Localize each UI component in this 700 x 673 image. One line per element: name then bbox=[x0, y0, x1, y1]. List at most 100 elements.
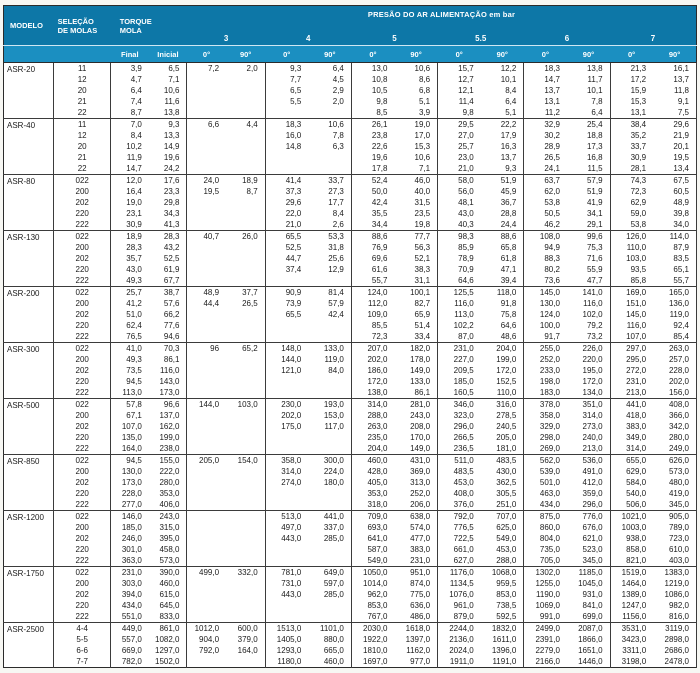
torque-final-cell: 57,8 bbox=[110, 398, 149, 410]
value-cell: 951,0 bbox=[394, 566, 439, 578]
value-cell: 9,8 bbox=[351, 96, 395, 107]
value-cell: 121,0 bbox=[265, 365, 309, 376]
value-cell: 369,0 bbox=[394, 466, 439, 477]
value-cell: 379,0 bbox=[226, 634, 266, 645]
value-cell bbox=[186, 264, 227, 275]
torque-inicial-cell: 395,0 bbox=[148, 533, 188, 544]
value-cell: 305,5 bbox=[480, 488, 525, 499]
value-cell: 296,0 bbox=[566, 499, 611, 511]
value-cell: 73,2 bbox=[566, 331, 611, 343]
torque-inicial-cell: 315,0 bbox=[148, 522, 188, 533]
value-cell: 269,0 bbox=[523, 443, 567, 455]
spring-cell: 20 bbox=[53, 141, 112, 152]
value-cell bbox=[265, 499, 309, 511]
table-row: 21 7,4 11,6 5,5 2,0 9,8 5,1 11,4 6,4 13,1 7,8 15,3 9… bbox=[4, 96, 698, 107]
torque-inicial-cell: 238,0 bbox=[148, 443, 188, 455]
torque-inicial-cell: 67,7 bbox=[148, 275, 188, 287]
torque-inicial-cell: 19,6 bbox=[148, 152, 188, 163]
value-cell: 110,0 bbox=[610, 242, 654, 253]
value-cell bbox=[226, 96, 266, 107]
value-cell bbox=[308, 376, 352, 387]
value-cell: 62,0 bbox=[523, 186, 567, 197]
value-cell: 3531,0 bbox=[610, 622, 654, 634]
header-torque-mola: TORQUE MOLA bbox=[110, 5, 187, 46]
value-cell: 5,1 bbox=[394, 96, 439, 107]
header-row-sub: Final Inicial 0° 90° 0° 90° 0° 90° 0° 90… bbox=[3, 45, 697, 63]
value-cell: 14,7 bbox=[523, 74, 567, 85]
value-cell: 252,0 bbox=[523, 354, 567, 365]
value-cell: 133,0 bbox=[394, 376, 439, 387]
value-cell: 6,4 bbox=[308, 62, 352, 74]
value-cell: 263,0 bbox=[351, 421, 395, 432]
table-row: 220 301,0 458,0 587,0 383,0 661,0 453,0 735,0 52… bbox=[4, 544, 698, 555]
torque-inicial-cell: 29,8 bbox=[148, 197, 188, 208]
value-cell: 2279,0 bbox=[523, 645, 567, 656]
table-row: 220 23,1 34,3 22,0 8,4 35,5 23,5 43,0 28,8 50,5 34… bbox=[4, 208, 698, 219]
value-cell: 434,0 bbox=[523, 499, 567, 511]
value-cell: 25,6 bbox=[308, 253, 352, 264]
torque-final-cell: 49,3 bbox=[110, 275, 149, 287]
value-cell: 102,2 bbox=[437, 320, 481, 331]
value-cell: 441,0 bbox=[308, 510, 352, 522]
table-row: 220 228,0 353,0 353,0 252,0 408,0 305,5 463,0 35… bbox=[4, 488, 698, 499]
value-cell bbox=[186, 510, 227, 522]
header-deg90-p7: 90° bbox=[653, 45, 697, 63]
value-cell bbox=[186, 219, 227, 231]
value-cell: 172,0 bbox=[351, 376, 395, 387]
value-cell: 562,0 bbox=[523, 454, 567, 466]
value-cell: 1180,0 bbox=[265, 656, 309, 668]
value-cell: 138,0 bbox=[351, 387, 395, 399]
value-cell: 198,0 bbox=[523, 376, 567, 387]
value-cell: 731,0 bbox=[265, 578, 309, 589]
value-cell: 1185,0 bbox=[566, 566, 611, 578]
torque-inicial-cell: 573,0 bbox=[148, 555, 188, 567]
table-row: 12 8,4 13,3 16,0 7,8 23,8 17,0 27,0 17,9 30,2 18,8… bbox=[4, 130, 698, 141]
value-cell: 76,9 bbox=[351, 242, 395, 253]
value-cell: 853,0 bbox=[351, 600, 395, 611]
spring-cell: 220 bbox=[53, 320, 112, 331]
value-cell: 1012,0 bbox=[186, 622, 227, 634]
value-cell: 17,0 bbox=[394, 130, 439, 141]
value-cell: 345,0 bbox=[653, 499, 698, 511]
torque-final-cell: 228,0 bbox=[110, 488, 149, 499]
spring-cell: 222 bbox=[53, 219, 112, 231]
value-cell: 78,9 bbox=[437, 253, 481, 264]
header-deg0-p4: 0° bbox=[265, 45, 309, 63]
value-cell: 169,0 bbox=[610, 286, 654, 298]
spring-cell: 200 bbox=[53, 578, 112, 589]
value-cell: 134,0 bbox=[566, 387, 611, 399]
value-cell: 205,0 bbox=[480, 432, 525, 443]
value-cell: 323,0 bbox=[437, 410, 481, 421]
value-cell: 17,3 bbox=[566, 141, 611, 152]
value-cell: 13,4 bbox=[653, 163, 698, 175]
value-cell: 50,5 bbox=[523, 208, 567, 219]
torque-final-cell: 394,0 bbox=[110, 589, 149, 600]
value-cell: 34,0 bbox=[653, 219, 698, 231]
value-cell: 103,0 bbox=[226, 398, 266, 410]
value-cell: 8,4 bbox=[480, 85, 525, 96]
torque-final-cell: 669,0 bbox=[110, 645, 149, 656]
torque-inicial-cell: 34,3 bbox=[148, 208, 188, 219]
value-cell: 285,0 bbox=[308, 589, 352, 600]
value-cell: 16,8 bbox=[566, 152, 611, 163]
value-cell bbox=[226, 275, 266, 287]
value-cell: 153,0 bbox=[308, 410, 352, 421]
value-cell: 164,0 bbox=[226, 645, 266, 656]
value-cell: 56,0 bbox=[437, 186, 481, 197]
value-cell: 2136,0 bbox=[437, 634, 481, 645]
value-cell: 1003,0 bbox=[610, 522, 654, 533]
value-cell: 536,0 bbox=[566, 454, 611, 466]
value-cell: 3423,0 bbox=[610, 634, 654, 645]
value-cell: 37,4 bbox=[265, 264, 309, 275]
value-cell: 13,1 bbox=[523, 96, 567, 107]
value-cell: 145,0 bbox=[523, 286, 567, 298]
value-cell: 102,0 bbox=[566, 309, 611, 320]
value-cell: 152,5 bbox=[480, 376, 525, 387]
value-cell: 2030,0 bbox=[351, 622, 395, 634]
table-row: 222 363,0 573,0 549,0 231,0 627,0 288,0 705,0 34… bbox=[4, 555, 698, 567]
spring-cell: 21 bbox=[53, 96, 112, 107]
torque-inicial-cell: 9,3 bbox=[148, 118, 188, 130]
value-cell bbox=[308, 152, 352, 163]
spring-cell: 220 bbox=[53, 264, 112, 275]
value-cell: 116,0 bbox=[610, 320, 654, 331]
